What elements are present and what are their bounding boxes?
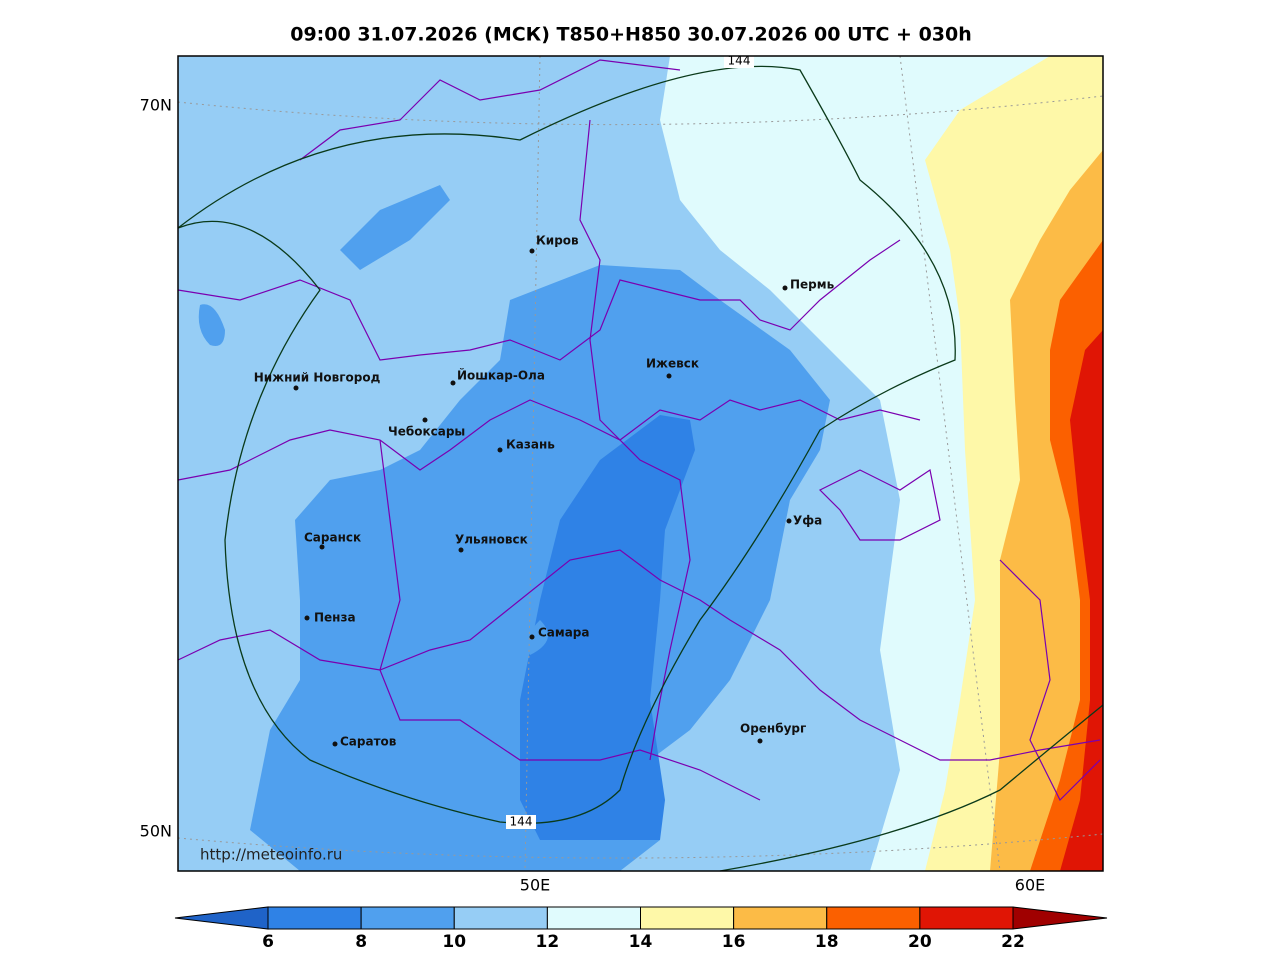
- colorbar-box: [640, 906, 735, 930]
- lat-label: 50N: [140, 822, 172, 841]
- colorbar-label: 16: [722, 932, 746, 952]
- region-border: [177, 399, 921, 481]
- colorbar-label: 18: [815, 932, 839, 952]
- city-label: Уфа: [793, 514, 822, 528]
- temperature-band: [198, 304, 225, 346]
- city-label: Чебоксары: [388, 425, 465, 439]
- city-label: Пермь: [790, 278, 835, 292]
- region-border: [379, 439, 761, 801]
- graticule: [177, 55, 1104, 872]
- lon-line: [524, 55, 541, 872]
- temperature-band: [340, 185, 450, 270]
- temperature-band: [1060, 330, 1103, 871]
- contour-label-bg: [506, 815, 536, 829]
- city-label: Оренбург: [740, 722, 806, 736]
- colorbar-label: 10: [442, 932, 466, 952]
- city-label: Йошкар-Ола: [457, 368, 545, 383]
- city-label: Ульяновск: [455, 533, 528, 547]
- lat-line: [177, 95, 1104, 126]
- colorbar-label: 6: [262, 932, 274, 952]
- cities: Киров Пермь Нижний Новгород Йошкар-Ола Ижевс…: [254, 234, 835, 749]
- colorbar-label: 8: [355, 932, 367, 952]
- colorbar-box: [826, 906, 921, 930]
- city-dot: [319, 544, 325, 550]
- lat-label: 70N: [140, 96, 172, 115]
- colorbar-box: [453, 906, 548, 930]
- contour-line: [719, 704, 1104, 872]
- city-dot: [529, 634, 535, 640]
- region-border: [177, 239, 901, 361]
- colorbar-box: [546, 906, 641, 930]
- city-label: Саранск: [304, 531, 361, 545]
- city-label: Киров: [536, 234, 579, 248]
- city-dot: [304, 615, 310, 621]
- lon-line: [899, 55, 1001, 872]
- temperature-band: [520, 415, 695, 840]
- colorbar-box: [919, 906, 1014, 930]
- region-border: [299, 59, 681, 161]
- title: 09:00 31.07.2026 (МСК) T850+H850 30.07.2…: [290, 24, 972, 46]
- temperature-band: [526, 620, 548, 655]
- watermark: http://meteoinfo.ru: [200, 846, 342, 864]
- colorbar-box: [733, 906, 828, 930]
- city-dot: [458, 547, 464, 553]
- city-label: Самара: [538, 626, 590, 640]
- colorbar-label: 20: [908, 932, 932, 952]
- contour-label-bg: [724, 54, 754, 68]
- colorbar-extend-low: [174, 906, 269, 930]
- contour-label: 144: [728, 54, 751, 68]
- city-dot: [422, 417, 428, 423]
- city-dot: [782, 285, 788, 291]
- region-border: [579, 119, 691, 761]
- colorbar-label: 22: [1001, 932, 1025, 952]
- colorbar-extend-high: [1012, 906, 1108, 930]
- city-dot: [332, 741, 338, 747]
- region-border: [999, 559, 1101, 802]
- city-label: Нижний Новгород: [254, 371, 381, 385]
- city-label: Пенза: [314, 611, 356, 625]
- colorbar: 6 8 10 12 14 16 18 20 22: [174, 906, 1108, 952]
- colorbar-box: [267, 906, 362, 930]
- contour-label: 144: [510, 815, 533, 829]
- lon-label: 60E: [1015, 876, 1045, 895]
- lat-line: [177, 833, 1104, 859]
- city-dot: [786, 518, 792, 524]
- city-dot: [529, 248, 535, 254]
- city-label: Саратов: [340, 735, 397, 749]
- region-border: [818, 469, 941, 541]
- region-border: [177, 549, 1101, 761]
- city-dot: [450, 380, 456, 386]
- city-dot: [497, 447, 503, 453]
- map: [178, 56, 1103, 871]
- contour-line: [177, 65, 956, 824]
- map-frame: [177, 55, 1104, 872]
- borders: [177, 59, 1101, 802]
- city-dot: [666, 373, 672, 379]
- lon-label: 50E: [520, 876, 550, 895]
- colorbar-box: [360, 906, 455, 930]
- city-label: Казань: [506, 438, 555, 452]
- colorbar-label: 12: [536, 932, 560, 952]
- city-label: Ижевск: [646, 357, 699, 371]
- city-dot: [757, 738, 763, 744]
- city-dot: [293, 385, 299, 391]
- colorbar-label: 14: [629, 932, 653, 952]
